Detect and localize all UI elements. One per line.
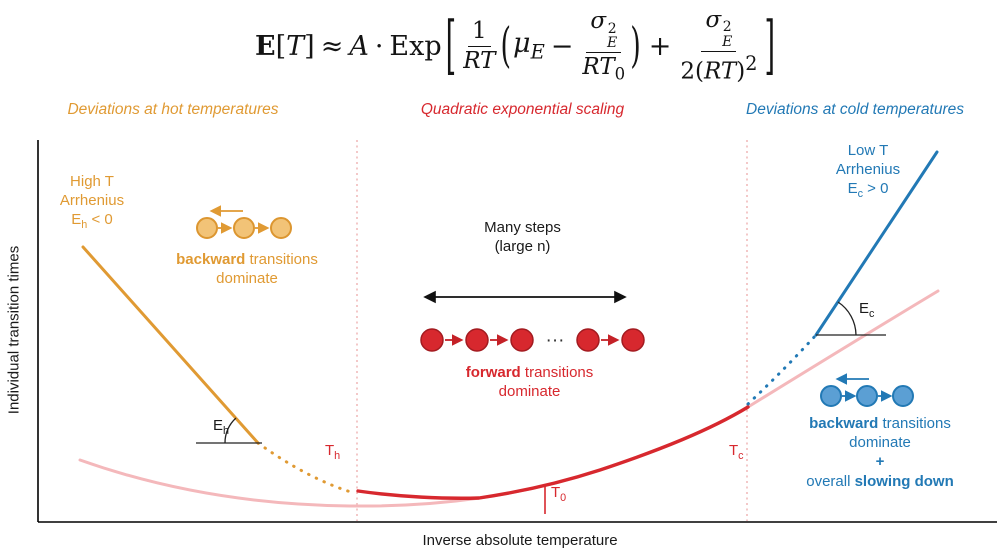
minus-sign: − bbox=[550, 30, 574, 62]
eh-angle-marker bbox=[196, 417, 262, 444]
x-axis-label: Inverse absolute temperature bbox=[422, 532, 618, 549]
mu-term: μE bbox=[513, 28, 545, 64]
forward-transitions-icon: ··· bbox=[420, 328, 645, 352]
hot-caption: backward transitions dominate bbox=[176, 251, 318, 288]
ellipsis: ··· bbox=[546, 330, 565, 351]
hot-state-circle bbox=[233, 217, 255, 239]
expectation-symbol: E bbox=[255, 30, 276, 62]
hot-arrhenius-label: High T Arrhenius Eh < 0 bbox=[59, 173, 125, 232]
ec-slope-label: Ec bbox=[859, 300, 875, 320]
ec-angle-marker bbox=[816, 301, 886, 336]
forward-state-circle bbox=[420, 328, 444, 352]
frac-1-over-RT: 1 RT bbox=[463, 18, 496, 74]
cold-state-circle bbox=[820, 385, 842, 407]
big-open-bracket: [ bbox=[445, 9, 457, 83]
tc-marker-label: Tc bbox=[729, 442, 744, 462]
t0-marker-label: T0 bbox=[551, 484, 567, 504]
forward-state-circle bbox=[465, 328, 489, 352]
approx-sign: ≈ bbox=[320, 30, 344, 62]
forward-state-circle bbox=[621, 328, 645, 352]
ec-angle-arc bbox=[837, 301, 857, 336]
cold-caption: backward transitions dominate + overall … bbox=[806, 415, 954, 490]
y-axis-label: Individual transition times bbox=[5, 245, 23, 415]
section-header-hot: Deviations at hot temperatures bbox=[67, 101, 279, 118]
amplitude-symbol: A bbox=[349, 30, 369, 62]
forward-state-circle bbox=[510, 328, 534, 352]
transition-time-symbol: T bbox=[286, 30, 305, 62]
section-header-quadratic: Quadratic exponential scaling bbox=[420, 101, 625, 118]
forward-state-circle bbox=[576, 328, 600, 352]
th-marker-label: Th bbox=[325, 442, 341, 462]
exp-operator: Exp bbox=[389, 30, 442, 62]
lhs-close-bracket: ] bbox=[304, 30, 315, 62]
big-close-paren: ) bbox=[630, 18, 641, 74]
cold-arrhenius-label: Low T Arrhenius Ec > 0 bbox=[835, 142, 901, 201]
cold-state-circle bbox=[856, 385, 878, 407]
hot-state-circle bbox=[196, 217, 218, 239]
hot-transitions-icon bbox=[196, 205, 292, 239]
eh-slope-label: Eh bbox=[213, 417, 230, 437]
forward-caption: forward transitions dominate bbox=[465, 364, 594, 401]
hot-state-circle bbox=[270, 217, 292, 239]
plus-sign: + bbox=[648, 30, 672, 62]
lhs-open-bracket: [ bbox=[275, 30, 287, 62]
section-header-cold: Deviations at cold temperatures bbox=[746, 101, 964, 118]
cold-transitions-icon bbox=[820, 373, 914, 407]
eh-angle-arc bbox=[224, 417, 237, 444]
big-close-bracket: ] bbox=[764, 9, 775, 83]
cold-arrhenius-line bbox=[814, 150, 939, 337]
cold-extrapolation-dotted bbox=[746, 333, 818, 406]
hot-arrhenius-line bbox=[81, 245, 260, 445]
big-open-paren: ( bbox=[500, 18, 512, 74]
cold-state-circle bbox=[892, 385, 914, 407]
cdot-sign: · bbox=[374, 30, 384, 62]
many-steps-label: Many steps (large n) bbox=[484, 219, 561, 256]
axes bbox=[37, 140, 997, 523]
